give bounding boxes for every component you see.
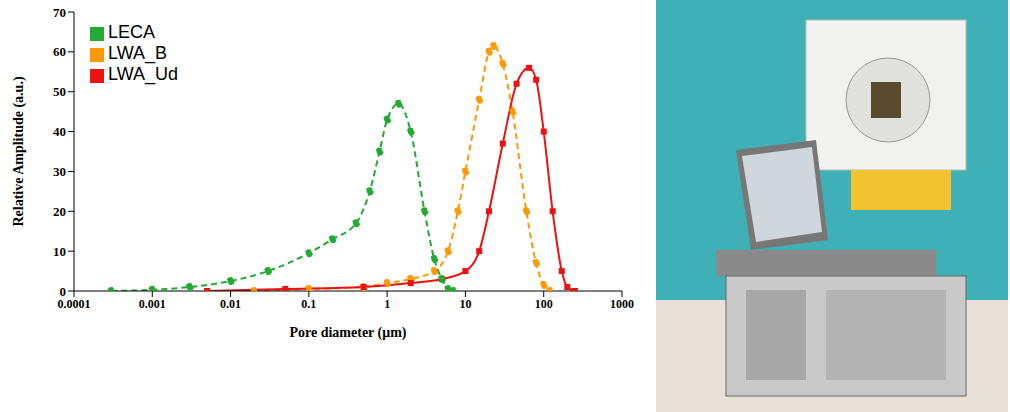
svg-text:10: 10 bbox=[53, 244, 66, 259]
svg-text:Pore diameter (μm): Pore diameter (μm) bbox=[289, 325, 406, 341]
html-text:LECA: LECA bbox=[108, 22, 155, 42]
svg-text:Relative Amplitude (a.u.): Relative Amplitude (a.u.) bbox=[11, 76, 27, 226]
svg-text:0.01: 0.01 bbox=[220, 297, 241, 311]
svg-text:30: 30 bbox=[53, 164, 66, 179]
svg-text:10: 10 bbox=[459, 297, 471, 311]
html-text:LWA_B: LWA_B bbox=[108, 43, 167, 63]
svg-text:1: 1 bbox=[384, 297, 390, 311]
svg-text:40: 40 bbox=[53, 124, 66, 139]
svg-text:0: 0 bbox=[60, 284, 67, 299]
svg-text:100: 100 bbox=[535, 297, 553, 311]
svg-text:1000: 1000 bbox=[610, 297, 634, 311]
svg-text:60: 60 bbox=[53, 44, 66, 59]
svg-text:70: 70 bbox=[53, 5, 66, 20]
svg-text:20: 20 bbox=[53, 204, 66, 219]
svg-text:0.0001: 0.0001 bbox=[57, 296, 91, 311]
svg-text:0.1: 0.1 bbox=[301, 297, 316, 311]
svg-text:50: 50 bbox=[53, 84, 66, 99]
html-text:LWA_Ud: LWA_Ud bbox=[108, 64, 178, 84]
svg-text:0.001: 0.001 bbox=[139, 297, 166, 311]
